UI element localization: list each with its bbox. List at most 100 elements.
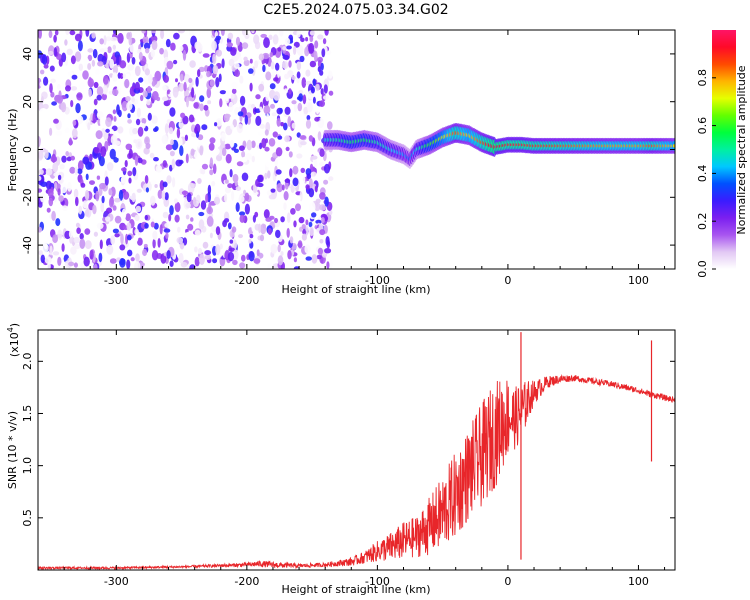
noise-speckle <box>162 160 167 168</box>
noise-speckle <box>225 179 229 184</box>
noise-speckle <box>261 138 267 149</box>
noise-speckle <box>270 103 275 109</box>
noise-speckle <box>175 78 178 83</box>
noise-speckle <box>298 216 305 224</box>
noise-speckle <box>118 109 122 118</box>
noise-speckle <box>309 201 316 213</box>
noise-speckle <box>140 94 144 102</box>
noise-speckle <box>199 145 204 156</box>
noise-speckle <box>112 72 118 82</box>
noise-speckle <box>180 261 188 268</box>
noise-speckle <box>178 82 185 92</box>
noise-speckle <box>126 101 133 111</box>
noise-speckle <box>52 251 60 256</box>
noise-speckle <box>321 217 325 224</box>
noise-speckle <box>219 98 223 108</box>
noise-speckle <box>53 47 58 57</box>
noise-speckle <box>133 139 138 144</box>
noise-speckle <box>106 207 113 214</box>
noise-speckle <box>281 152 287 160</box>
noise-speckle <box>77 40 83 52</box>
noise-speckle <box>165 38 171 48</box>
noise-speckle <box>263 37 270 49</box>
noise-speckle <box>202 53 210 58</box>
noise-speckle <box>193 102 199 109</box>
noise-speckle <box>134 261 141 269</box>
noise-speckle <box>269 52 274 58</box>
noise-speckle <box>289 168 293 178</box>
noise-speckle <box>294 102 297 113</box>
noise-speckle <box>40 193 46 203</box>
noise-speckle <box>293 266 300 269</box>
noise-speckle <box>147 112 152 121</box>
noise-speckle <box>192 196 197 206</box>
noise-speckle <box>270 243 278 254</box>
noise-speckle <box>47 189 54 198</box>
noise-speckle <box>285 37 291 45</box>
noise-speckle <box>320 62 324 71</box>
noise-speckle <box>88 88 92 98</box>
snr-frame <box>37 329 676 571</box>
noise-speckle <box>315 105 320 115</box>
noise-speckle <box>106 162 114 171</box>
noise-speckle <box>300 141 307 146</box>
noise-speckle <box>159 224 163 235</box>
noise-speckle <box>203 104 209 111</box>
noise-speckle <box>138 52 143 61</box>
noise-speckle <box>317 34 324 40</box>
noise-speckle <box>55 218 61 227</box>
noise-speckle <box>56 95 63 104</box>
noise-speckle <box>144 214 148 221</box>
noise-speckle <box>127 170 133 177</box>
noise-speckle <box>195 76 199 87</box>
noise-speckle <box>54 182 58 190</box>
noise-speckle <box>327 121 333 130</box>
noise-speckle <box>197 134 204 141</box>
noise-speckle <box>264 172 268 180</box>
noise-speckle <box>78 63 84 71</box>
noise-speckle <box>274 158 279 167</box>
noise-speckle <box>143 147 150 155</box>
noise-speckle <box>280 122 284 127</box>
noise-speckle <box>98 155 105 167</box>
noise-speckle <box>149 152 155 159</box>
noise-speckle <box>279 107 283 114</box>
noise-speckle <box>95 199 100 210</box>
noise-speckle <box>74 33 82 42</box>
noise-speckle <box>328 70 333 79</box>
noise-speckle <box>166 60 174 70</box>
noise-speckle <box>251 30 255 34</box>
noise-speckle <box>280 216 285 223</box>
noise-speckle <box>190 183 197 188</box>
noise-speckle <box>290 208 296 215</box>
noise-speckle <box>61 243 65 252</box>
noise-speckle <box>291 122 296 129</box>
noise-speckle <box>231 190 235 201</box>
noise-speckle <box>55 130 63 136</box>
noise-speckle <box>305 225 309 236</box>
noise-speckle <box>95 130 103 140</box>
noise-speckle <box>119 60 127 69</box>
noise-speckle <box>324 196 329 207</box>
noise-speckle <box>179 145 184 157</box>
noise-speckle <box>187 223 194 231</box>
noise-speckle <box>323 163 331 174</box>
noise-speckle <box>65 85 71 92</box>
noise-speckle <box>248 251 255 262</box>
noise-speckle <box>172 177 176 188</box>
noise-speckle <box>287 250 292 260</box>
noise-speckle <box>58 195 64 202</box>
noise-speckle <box>164 223 170 228</box>
colorbar-tick-label: 0.2 <box>696 212 709 230</box>
noise-speckle <box>84 189 90 201</box>
noise-speckle <box>212 64 219 75</box>
spectrogram-y-tick-label: 0 <box>21 146 34 153</box>
noise-speckle <box>212 258 218 264</box>
noise-speckle <box>201 124 208 131</box>
noise-speckle <box>273 77 279 82</box>
noise-speckle <box>314 40 319 49</box>
noise-speckle <box>305 119 312 129</box>
noise-speckle <box>145 187 149 193</box>
noise-speckle <box>205 193 209 203</box>
